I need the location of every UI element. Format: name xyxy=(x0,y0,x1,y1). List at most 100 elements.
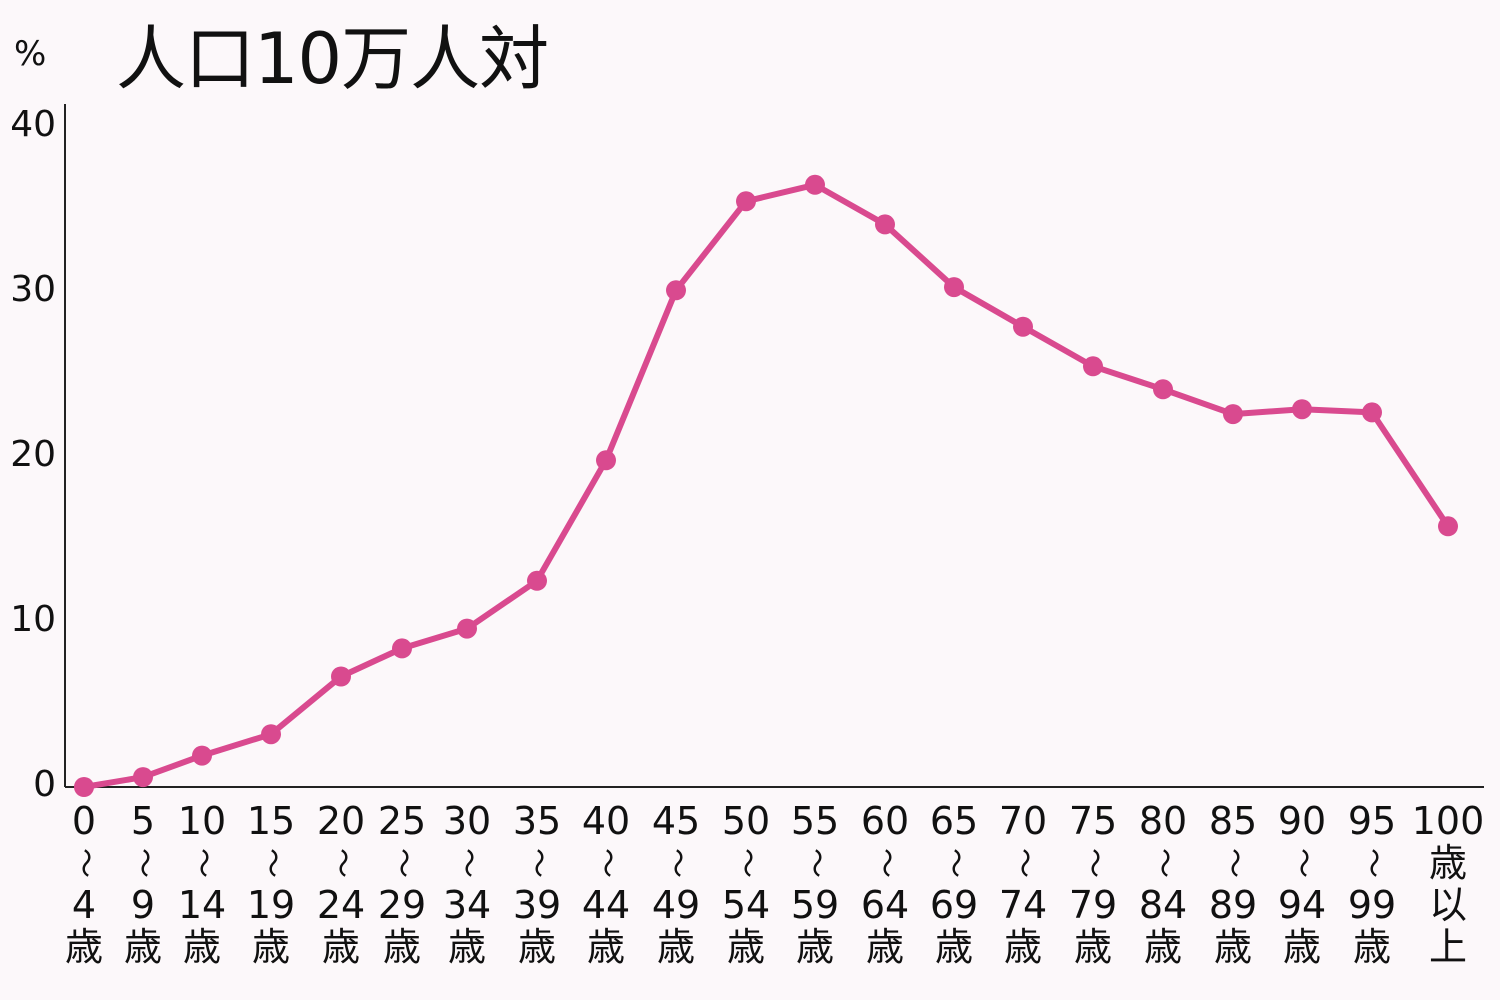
x-label-unit: 歳 xyxy=(934,925,973,969)
x-label-unit: 歳 xyxy=(1143,925,1182,969)
x-label-unit: 歳 xyxy=(865,925,904,969)
data-point xyxy=(1362,402,1382,423)
y-tick-label: 0 xyxy=(33,764,56,805)
x-label-bottom: 29 xyxy=(377,883,427,927)
data-point xyxy=(527,570,547,591)
x-tick-label: 50 〜 54 歳 xyxy=(701,800,791,968)
x-label-wave: 〜 xyxy=(1285,848,1320,878)
x-tick-label: 85 〜 89 歳 xyxy=(1188,800,1278,968)
x-label-unit: 歳 xyxy=(586,925,625,969)
x-tick-label: 90 〜 94 歳 xyxy=(1257,800,1347,968)
x-label-top: 80 xyxy=(1138,799,1188,843)
x-label-unit: 歳 xyxy=(1073,925,1112,969)
x-label-wave: 〜 xyxy=(185,848,220,878)
x-label-wave: 〜 xyxy=(254,848,289,878)
x-tick-label: 65 〜 69 歳 xyxy=(909,800,999,968)
x-label-top: 20 xyxy=(316,799,366,843)
x-label-unit: 以 xyxy=(1428,883,1467,927)
y-unit-label: % xyxy=(14,34,47,74)
x-tick-label: 10 〜 14 歳 xyxy=(157,800,247,968)
x-label-bottom: 89 xyxy=(1208,883,1258,927)
chart-title: 人口10万人対 xyxy=(116,18,549,100)
x-tick-label: 60 〜 64 歳 xyxy=(840,800,930,968)
x-label-unit: 歳 xyxy=(251,925,290,969)
x-label-bottom: 74 xyxy=(998,883,1048,927)
x-tick-label: 75 〜 79 歳 xyxy=(1048,800,1138,968)
x-label-unit: 歳 xyxy=(447,925,486,969)
x-label-unit: 歳 xyxy=(1352,925,1391,969)
x-tick-label: 80 〜 84 歳 xyxy=(1118,800,1208,968)
x-tick-label: 0 〜 4 歳 xyxy=(39,800,129,968)
x-label-wave: 〜 xyxy=(385,848,420,878)
x-label-unit: 歳 xyxy=(1282,925,1321,969)
x-tick-label: 15 〜 19 歳 xyxy=(226,800,316,968)
x-label-wave: 〜 xyxy=(589,848,624,878)
x-label-bottom: 24 xyxy=(316,883,366,927)
data-point xyxy=(1223,404,1243,425)
x-label-top: 45 xyxy=(651,799,701,843)
data-point xyxy=(192,745,212,766)
x-label-top: 10 xyxy=(177,799,227,843)
x-label-bottom: 4 xyxy=(71,883,97,927)
x-label-bottom: 44 xyxy=(581,883,631,927)
x-tick-label: 40 〜 44 歳 xyxy=(561,800,651,968)
x-label-bottom: 歳 xyxy=(1428,841,1467,885)
x-label-bottom: 34 xyxy=(442,883,492,927)
data-points xyxy=(74,174,1458,797)
x-label-top: 60 xyxy=(860,799,910,843)
x-label-unit: 歳 xyxy=(517,925,556,969)
data-point xyxy=(1083,356,1103,377)
x-label-top: 35 xyxy=(512,799,562,843)
x-label-bottom: 9 xyxy=(130,883,156,927)
x-label-wave: 〜 xyxy=(868,848,903,878)
x-label-unit: 歳 xyxy=(123,925,162,969)
x-label-wave: 〜 xyxy=(659,848,694,878)
data-point xyxy=(736,191,756,212)
y-tick-label: 10 xyxy=(10,599,56,640)
x-label-top: 0 xyxy=(71,799,97,843)
x-label-top: 65 xyxy=(929,799,979,843)
data-point xyxy=(392,638,412,659)
data-point xyxy=(261,724,281,745)
x-label-wave: 〜 xyxy=(798,848,833,878)
x-label-unit: 歳 xyxy=(321,925,360,969)
x-label-unit: 歳 xyxy=(1213,925,1252,969)
y-tick-label: 30 xyxy=(10,269,56,310)
x-label-bottom: 94 xyxy=(1277,883,1327,927)
x-label-top: 30 xyxy=(442,799,492,843)
data-point xyxy=(1438,516,1458,537)
x-label-top: 5 xyxy=(130,799,156,843)
x-tick-label: 20 〜 24 歳 xyxy=(296,800,386,968)
y-tick-label: 20 xyxy=(10,434,56,475)
x-label-top: 90 xyxy=(1277,799,1327,843)
data-line xyxy=(81,181,1451,790)
data-point xyxy=(805,174,825,195)
data-point xyxy=(1013,316,1033,337)
x-label-bottom: 59 xyxy=(790,883,840,927)
x-tick-label: 5 〜 9 歳 xyxy=(98,800,188,968)
x-label-unit: 歳 xyxy=(64,925,103,969)
x-label-top: 70 xyxy=(998,799,1048,843)
x-label-bottom: 14 xyxy=(177,883,227,927)
x-label-top: 50 xyxy=(721,799,771,843)
x-label-wave: 〜 xyxy=(450,848,485,878)
x-label-bottom: 39 xyxy=(512,883,562,927)
x-label-top: 85 xyxy=(1208,799,1258,843)
x-label-wave: 〜 xyxy=(520,848,555,878)
x-label-top: 25 xyxy=(377,799,427,843)
x-tick-label: 25 〜 29 歳 xyxy=(357,800,447,968)
x-label-extra: 上 xyxy=(1428,925,1467,969)
x-label-bottom: 69 xyxy=(929,883,979,927)
x-label-unit: 歳 xyxy=(1003,925,1042,969)
x-label-top: 100 xyxy=(1411,799,1485,843)
x-label-top: 15 xyxy=(246,799,296,843)
x-label-wave: 〜 xyxy=(1006,848,1041,878)
x-tick-label: 70 〜 74 歳 xyxy=(978,800,1068,968)
data-point xyxy=(133,767,153,788)
x-label-wave: 〜 xyxy=(1216,848,1251,878)
x-label-bottom: 54 xyxy=(721,883,771,927)
data-point xyxy=(875,214,895,235)
x-label-wave: 〜 xyxy=(1146,848,1181,878)
x-label-bottom: 49 xyxy=(651,883,701,927)
